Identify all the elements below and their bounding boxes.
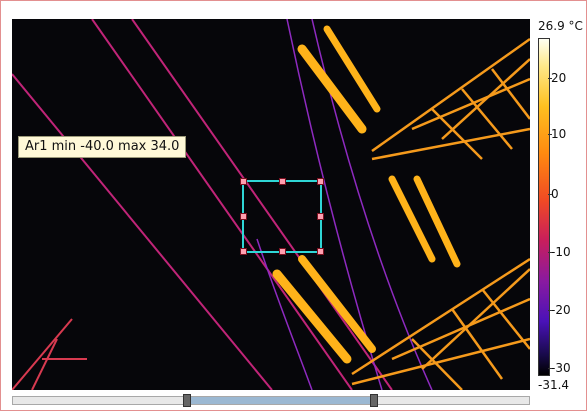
scale-tick: 0 (548, 187, 559, 201)
thermal-scene (12, 19, 530, 390)
scale-tick: -20 (548, 303, 571, 317)
roi-handle-right[interactable] (317, 213, 324, 220)
scrollbar-right-handle[interactable] (370, 394, 378, 407)
scale-tick: 20 (547, 71, 567, 85)
roi-handle-top-right[interactable] (317, 178, 324, 185)
lower-left-structure (12, 318, 87, 390)
roi-handle-bottom-right[interactable] (317, 248, 324, 255)
power-lines (12, 19, 393, 390)
roi-handle-left[interactable] (240, 213, 247, 220)
roi-rectangle[interactable] (240, 178, 324, 255)
roi-handle-top[interactable] (279, 178, 286, 185)
scale-tick: 10 (547, 127, 567, 141)
tower-lattice-lower (351, 257, 530, 390)
color-scale-bar[interactable] (538, 38, 550, 376)
scale-max-label: 26.9 °C (538, 19, 583, 33)
scrollbar-left-handle[interactable] (183, 394, 191, 407)
scale-min-label: -31.4 (538, 378, 570, 392)
thermal-image-canvas[interactable] (12, 19, 530, 390)
roi-measurement-label: Ar1 min -40.0 max 34.0 (18, 136, 187, 158)
range-scrollbar[interactable] (12, 394, 530, 407)
roi-handle-bottom[interactable] (279, 248, 286, 255)
scale-tick: -10 (548, 245, 571, 259)
scale-tick: -30 (548, 361, 571, 375)
scrollbar-range[interactable] (187, 397, 374, 404)
roi-handle-top-left[interactable] (240, 178, 247, 185)
insulator-strings (272, 25, 461, 364)
roi-handle-bottom-left[interactable] (240, 248, 247, 255)
tower-lattice-upper (371, 37, 530, 161)
